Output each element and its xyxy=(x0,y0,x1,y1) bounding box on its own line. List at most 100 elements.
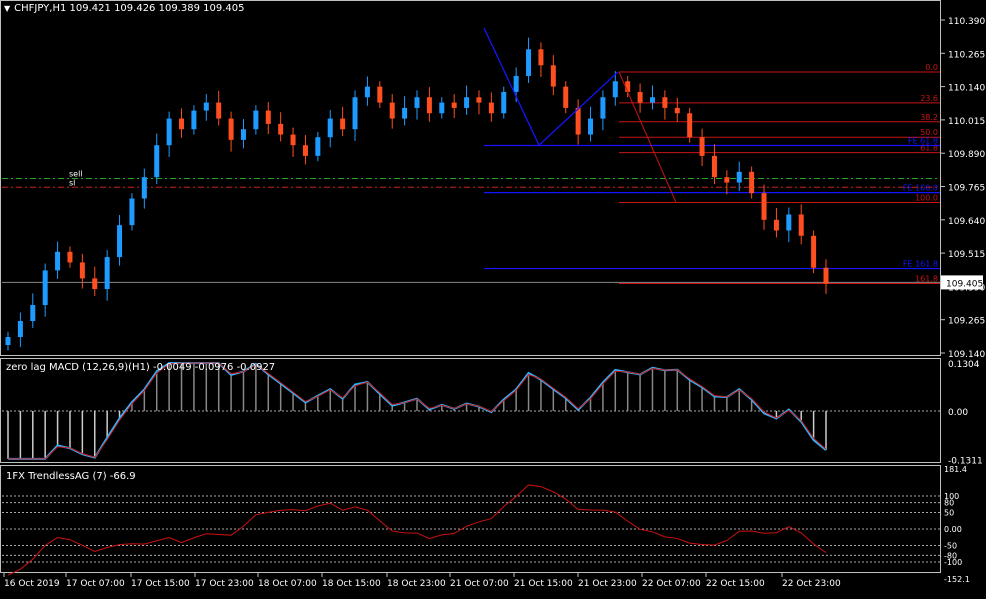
macd-layer xyxy=(2,362,940,460)
fib-level-label: 38.2 xyxy=(920,113,938,122)
trendless-tick-label: 100 xyxy=(944,492,959,501)
collapse-triangle-icon[interactable]: ▼ xyxy=(4,4,11,13)
candle-body xyxy=(711,155,717,178)
zigzag-red xyxy=(618,71,677,203)
fib-level-label: 23.6 xyxy=(920,94,938,103)
trendless-tick-label: -152.1 xyxy=(944,575,970,584)
candle-body xyxy=(786,214,792,231)
candle-body xyxy=(203,102,209,111)
candle-body xyxy=(550,65,556,87)
candle-body xyxy=(92,278,98,290)
candle-body xyxy=(5,337,11,346)
candle-body xyxy=(674,107,680,114)
price-tick-label: 109.765 xyxy=(948,184,985,194)
candle-body xyxy=(154,145,160,178)
fib-level-label: 50.0 xyxy=(920,128,938,137)
trendless-tick-label: -50 xyxy=(944,542,957,551)
candle-body xyxy=(253,110,259,130)
zigzag-blue xyxy=(483,27,619,147)
candle-body xyxy=(588,118,594,135)
current-price-box xyxy=(941,275,983,290)
time-tick-label: 22 Oct 15:00 xyxy=(706,579,765,589)
current-price-label: 109.405 xyxy=(946,279,983,289)
candle-body xyxy=(67,251,73,263)
candle-body xyxy=(439,102,445,114)
candle-body xyxy=(501,91,507,114)
candle-body xyxy=(414,97,420,108)
symbol-name: CHFJPY,H1 xyxy=(14,3,67,14)
candle-body xyxy=(141,177,147,199)
candle-body xyxy=(240,129,246,140)
candle-body xyxy=(327,118,333,138)
candle-body xyxy=(278,123,284,135)
price-tick-label: 109.515 xyxy=(948,250,985,260)
order-label-sell: sell xyxy=(69,170,83,179)
fib-level-label: 61.8 xyxy=(920,144,938,153)
trendless-line xyxy=(7,484,827,576)
time-tick-label: 22 Oct 07:00 xyxy=(642,579,701,589)
candle-body xyxy=(228,118,234,140)
candle-body xyxy=(79,262,85,279)
price-tick-label: 110.390 xyxy=(948,17,985,27)
candle-body xyxy=(426,97,432,114)
candle-body xyxy=(476,97,482,103)
fe-level-label: FE 61.8 xyxy=(908,136,938,145)
price-tick-label: 109.265 xyxy=(948,317,985,327)
trendless-tick-label: -80 xyxy=(944,551,957,560)
candle-body xyxy=(761,193,767,220)
candle-body xyxy=(377,86,383,103)
candle-body xyxy=(290,134,296,146)
fib-level-label: 161.8 xyxy=(915,274,938,283)
time-tick-label: 17 Oct 07:00 xyxy=(66,579,125,589)
trendless-tick-label: 0.00 xyxy=(944,525,962,534)
candle-body xyxy=(612,81,618,98)
price-layer: 0.0 23.6 38.2 50.0 61.8 100.0 161.8 FE 61.8 FE 1… xyxy=(2,27,940,351)
candle-body xyxy=(736,171,742,183)
macd-title: zero lag MACD (12,26,9)(H1) -0.0049 -0.0… xyxy=(6,362,276,373)
price-pane-border xyxy=(0,0,941,356)
macd-pane-border xyxy=(0,358,941,463)
order-label-sl: sl xyxy=(69,178,75,187)
trendless-title: 1FX TrendlessAG (7) -66.9 xyxy=(6,471,136,482)
candle-body xyxy=(637,91,643,103)
time-tick-label: 18 Oct 07:00 xyxy=(258,579,317,589)
candle-body xyxy=(129,198,135,226)
time-tick-label: 21 Oct 15:00 xyxy=(514,579,573,589)
candle-body xyxy=(389,102,395,119)
candle-body xyxy=(798,214,804,236)
candle-body xyxy=(823,267,829,284)
candle-body xyxy=(575,107,581,135)
candle-body xyxy=(724,177,730,183)
candle-body xyxy=(749,171,755,194)
trendless-tick-label: 50 xyxy=(944,509,954,518)
macd-signal-line xyxy=(8,362,827,460)
candle-body xyxy=(563,86,569,108)
candle-body xyxy=(30,305,36,322)
candle-body xyxy=(662,97,668,108)
trendless-tick-label: 181.4 xyxy=(944,465,967,474)
price-tick-label: 110.140 xyxy=(948,84,985,94)
price-tick-label: 109.640 xyxy=(948,217,985,227)
price-tick-label: 109.890 xyxy=(948,150,985,160)
candle-body xyxy=(104,257,110,290)
candle-body xyxy=(364,86,370,98)
macd-tick-label: 0.00 xyxy=(948,408,968,418)
time-tick-label: 22 Oct 23:00 xyxy=(782,579,841,589)
candle-body xyxy=(464,97,470,108)
symbol-header: ▼ CHFJPY,H1 109.421 109.426 109.389 109.4… xyxy=(4,3,244,15)
macd-tick-label: -0.1311 xyxy=(948,456,983,466)
trendless-tick-label: -100 xyxy=(944,558,962,567)
candle-body xyxy=(265,110,271,124)
candle-body xyxy=(699,137,705,156)
candle-body xyxy=(42,270,48,306)
trendless-tick-label: 80 xyxy=(944,499,954,508)
fib-level-label: 0.0 xyxy=(925,63,938,72)
fe-level-label: FE 161.8 xyxy=(903,260,938,269)
candle-body xyxy=(451,102,457,108)
candle-body xyxy=(216,102,222,119)
candle-body xyxy=(17,321,23,338)
candle-body xyxy=(600,97,606,119)
time-tick-label: 18 Oct 15:00 xyxy=(322,579,381,589)
